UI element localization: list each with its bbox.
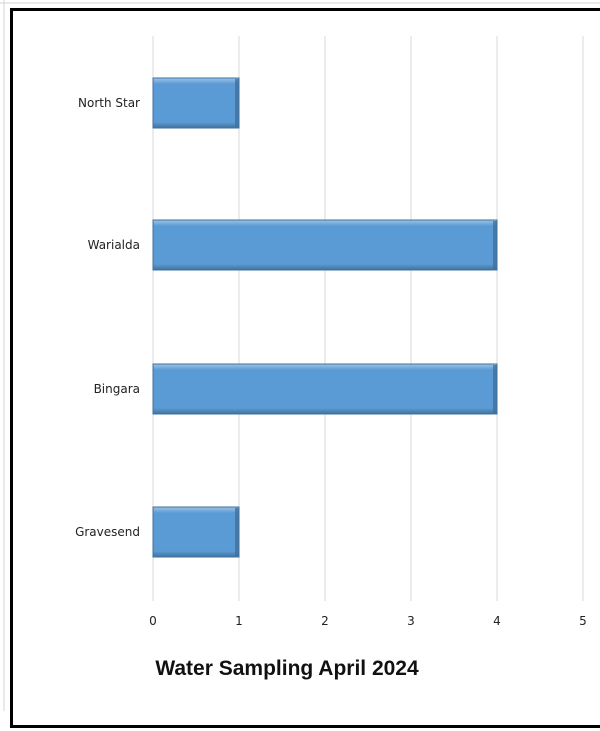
gridlines [152, 36, 584, 601]
bar-gravesend [152, 506, 240, 558]
category-labels: North Star Warialda Bingara Gravesend [75, 96, 140, 539]
spreadsheet-background [0, 0, 600, 711]
category-label: Gravesend [75, 525, 140, 539]
bar-bevel [235, 79, 239, 127]
category-label: Bingara [94, 382, 140, 396]
bar-bevel [235, 508, 239, 556]
bar-chart: North Star Warialda Bingara Gravesend 0 1 2 3 4… [75, 36, 587, 680]
bar-bevel [493, 365, 497, 413]
x-tick-label: 3 [407, 614, 415, 628]
bar-warialda [152, 219, 498, 271]
x-tick-label: 0 [149, 614, 157, 628]
x-tick-labels: 0 1 2 3 4 5 [149, 614, 587, 628]
x-tick-label: 1 [235, 614, 243, 628]
x-tick-label: 4 [493, 614, 501, 628]
category-label: North Star [78, 96, 140, 110]
chart-area[interactable]: North Star Warialda Bingara Gravesend 0 1 2 3 4… [10, 8, 600, 728]
bar-bevel [493, 221, 497, 269]
x-tick-label: 2 [321, 614, 329, 628]
chart-title: Water Sampling April 2024 [155, 657, 419, 680]
category-label: Warialda [88, 238, 140, 252]
bars [152, 77, 498, 558]
x-tick-label: 5 [579, 614, 587, 628]
bar-bingara [152, 363, 498, 415]
bar-north-star [152, 77, 240, 129]
